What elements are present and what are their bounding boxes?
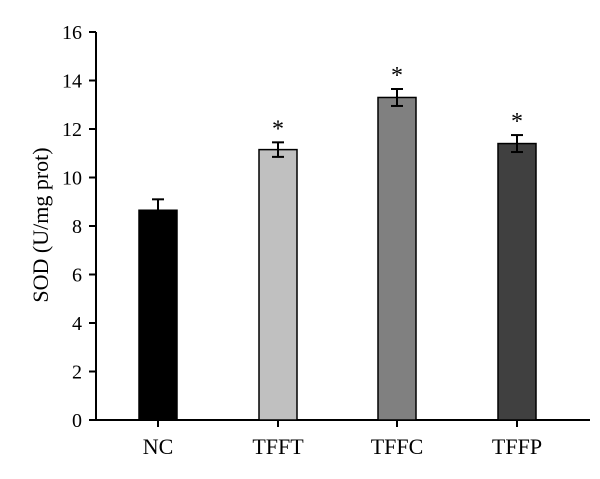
x-tick-label: TFFP xyxy=(492,434,542,459)
error-bar xyxy=(511,134,523,154)
x-axis: NC TFFT TFFC TFFP xyxy=(96,419,590,459)
bar-tfft xyxy=(258,148,298,421)
y-axis-title: SOD (U/mg prot) xyxy=(28,147,53,302)
y-tick-label: 4 xyxy=(72,313,82,335)
x-tick-label: TFFC xyxy=(371,434,424,459)
error-bar xyxy=(391,87,403,107)
y-tick-label: 16 xyxy=(62,22,82,44)
y-tick-label: 14 xyxy=(62,71,82,93)
x-tick-label: TFFT xyxy=(252,434,304,459)
y-axis: 0 2 4 6 8 10 12 14 16 xyxy=(62,22,97,432)
x-tick-label: NC xyxy=(143,434,174,459)
bar-tffc xyxy=(377,96,417,421)
bars: * * * xyxy=(138,63,537,421)
bar-nc xyxy=(138,209,178,421)
y-tick-label: 2 xyxy=(72,362,82,384)
bar-tffp xyxy=(497,142,537,421)
y-tick-label: 12 xyxy=(62,119,82,141)
y-tick-label: 8 xyxy=(72,216,82,238)
significance-marker: * xyxy=(391,63,403,89)
y-tick-label: 0 xyxy=(72,410,82,432)
y-tick-label: 10 xyxy=(62,168,82,190)
significance-marker: * xyxy=(511,109,523,135)
significance-marker: * xyxy=(272,116,284,142)
error-bar xyxy=(272,141,284,158)
error-bar xyxy=(152,198,164,223)
y-tick-label: 6 xyxy=(72,265,82,287)
